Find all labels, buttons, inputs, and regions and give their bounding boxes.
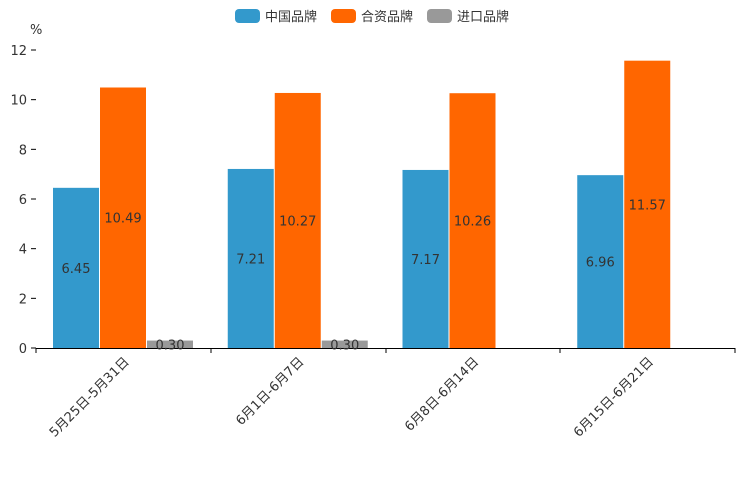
y-tick-label-1: 2 [19,292,27,307]
bar-1-1[interactable] [274,92,321,348]
data-label-1-1: 10.27 [279,214,316,229]
legend-label-joint: 合资品牌 [360,10,413,25]
data-label-1-3: 11.57 [629,198,666,213]
bar-0-1[interactable] [227,168,274,348]
bar-1-0[interactable] [100,87,146,348]
data-label-1-0: 10.49 [104,212,141,227]
data-label-0-0: 6.45 [62,262,91,277]
y-tick-label-6: 12 [10,44,27,59]
y-tick-label-2: 4 [19,243,27,258]
y-tick-label-4: 8 [19,143,27,158]
bar-0-2[interactable] [402,169,449,348]
legend-item-joint[interactable]: 合资品牌 [330,6,413,25]
bar-2-0[interactable] [147,340,193,348]
bar-2-1[interactable] [321,340,368,348]
x-tick-label-0: 5月25日-5月31日 [47,355,133,441]
legend: 中国品牌 合资品牌 进口品牌 [0,6,744,25]
data-label-2-0: 0.30 [156,338,185,353]
bar-0-0[interactable] [53,187,99,348]
legend-swatch-china [234,8,260,23]
legend-label-import: 进口品牌 [457,10,510,25]
bar-1-3[interactable] [624,60,671,348]
bar-0-3[interactable] [577,175,624,348]
data-labels: 6.45 10.49 0.30 7.21 10.27 0.30 7.17 10.26 6.96 1… [62,198,666,353]
data-label-0-3: 6.96 [586,256,615,271]
data-label-0-2: 7.17 [411,253,440,268]
bar-1-2[interactable] [449,93,496,349]
data-label-1-2: 10.26 [454,215,491,230]
legend-swatch-import [427,8,452,23]
x-tick-label-3: 6月15日-6月21日 [571,355,657,441]
y-tick-label-0: 0 [19,342,27,357]
y-tick-label-3: 6 [19,193,27,208]
x-tick-label-2: 6月8日-6月14日 [402,355,482,435]
x-tick-label-1: 6月1日-6月7日 [233,355,307,429]
bars [53,60,671,349]
legend-label-china: 中国品牌 [264,10,317,25]
data-label-2-1: 0.30 [330,338,359,353]
legend-item-import[interactable]: 进口品牌 [427,6,509,25]
y-axis-unit: % [30,23,42,38]
data-label-0-1: 7.21 [236,252,265,267]
legend-swatch-joint [330,8,356,23]
y-tick-label-5: 10 [10,94,27,109]
legend-item-china[interactable]: 中国品牌 [234,6,317,25]
